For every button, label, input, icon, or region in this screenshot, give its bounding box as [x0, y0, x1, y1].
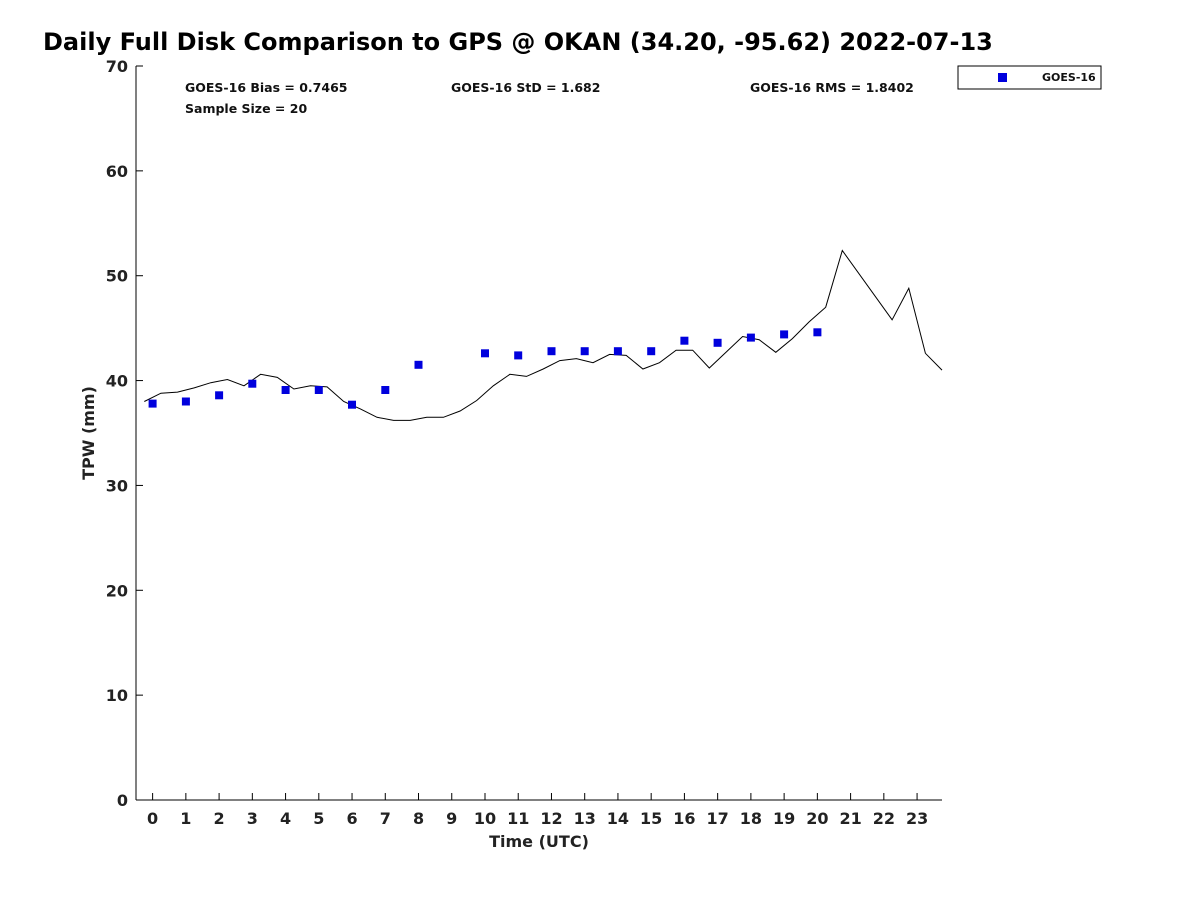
x-tick-label: 2 [214, 809, 225, 828]
goes16-point [580, 347, 589, 356]
x-tick-label: 14 [607, 809, 629, 828]
x-tick-label: 23 [906, 809, 928, 828]
goes16-point [680, 336, 689, 345]
legend-box [957, 65, 1102, 90]
goes16-point [481, 349, 489, 358]
x-tick-label: 20 [806, 809, 828, 828]
y-tick-label: 40 [106, 372, 128, 391]
x-tick-label: 1 [180, 809, 191, 828]
goes16-point [281, 386, 290, 394]
y-ticks: 0 10 20 30 40 50 60 70 [106, 57, 143, 810]
goes16-point [613, 347, 622, 356]
goes16-point [414, 360, 423, 369]
goes16-point [181, 397, 190, 406]
x-tick-label: 11 [507, 809, 529, 828]
y-tick-label: 0 [117, 791, 128, 810]
y-tick-label: 30 [106, 476, 128, 495]
x-tick-label: 3 [247, 809, 258, 828]
legend: GOES-16 [957, 65, 1102, 90]
y-axis-label: TPW (mm) [79, 386, 98, 480]
x-tick-label: 19 [773, 809, 795, 828]
y-tick-label: 20 [106, 581, 128, 600]
x-tick-label: 6 [346, 809, 357, 828]
goes16-point [215, 391, 224, 400]
x-tick-label: 13 [574, 809, 596, 828]
y-tick-label: 50 [106, 267, 128, 286]
x-tick-label: 22 [873, 809, 895, 828]
goes16-point [813, 328, 822, 337]
sample-size-stat: Sample Size = 20 [185, 101, 307, 116]
x-tick-label: 7 [380, 809, 391, 828]
goes16-point [647, 347, 656, 356]
goes16-point [148, 399, 157, 408]
x-tick-label: 4 [280, 809, 291, 828]
x-tick-label: 9 [446, 809, 457, 828]
goes16-point [248, 379, 257, 388]
goes16-point [547, 347, 556, 356]
goes16-point [746, 333, 755, 342]
x-tick-label: 8 [413, 809, 424, 828]
goes16-point [381, 386, 390, 394]
std-stat: GOES-16 StD = 1.682 [451, 80, 600, 95]
axes [135, 66, 942, 801]
chart-title: Daily Full Disk Comparison to GPS @ OKAN… [43, 28, 993, 56]
x-tick-label: 15 [640, 809, 662, 828]
goes16-point [348, 400, 356, 409]
legend-marker-square [998, 73, 1007, 82]
x-ticks: 0 1 2 3 4 5 6 7 8 9 10 11 12 13 14 15 16 17 18 19 20 21 22 23 [147, 793, 928, 828]
legend-label-goes16: GOES-16 [1042, 71, 1096, 84]
goes16-markers [148, 328, 822, 409]
x-tick-label: 17 [707, 809, 729, 828]
x-tick-label: 0 [147, 809, 158, 828]
goes16-point [780, 330, 789, 339]
rms-stat: GOES-16 RMS = 1.8402 [750, 80, 914, 95]
y-tick-label: 10 [106, 686, 128, 705]
x-tick-label: 16 [673, 809, 695, 828]
y-tick-label: 70 [106, 57, 128, 76]
x-tick-label: 21 [839, 809, 861, 828]
x-axis-label: Time (UTC) [489, 832, 589, 851]
y-tick-label: 60 [106, 162, 128, 181]
x-tick-label: 5 [313, 809, 324, 828]
bias-stat: GOES-16 Bias = 0.7465 [185, 80, 347, 95]
goes16-point [514, 351, 523, 360]
goes16-point [314, 386, 323, 394]
gps-line [144, 249, 943, 421]
x-tick-label: 18 [740, 809, 762, 828]
x-tick-label: 12 [540, 809, 562, 828]
goes16-point [713, 338, 722, 347]
x-tick-label: 10 [474, 809, 496, 828]
